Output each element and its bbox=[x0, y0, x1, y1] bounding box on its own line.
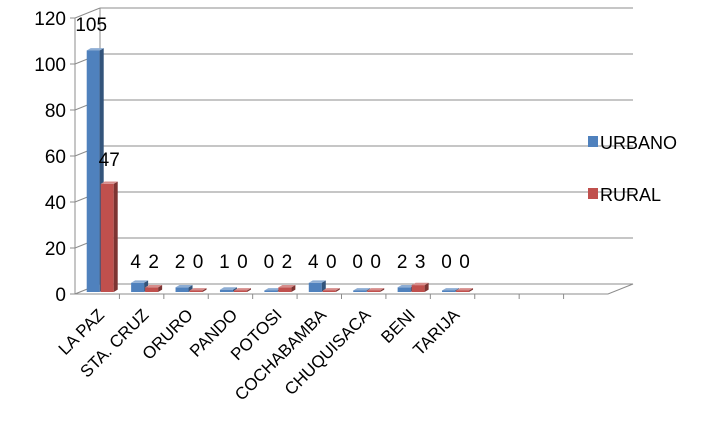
bar-side bbox=[113, 181, 118, 292]
bar-top bbox=[442, 288, 460, 291]
bar-rural bbox=[367, 288, 385, 292]
bar-top bbox=[411, 282, 429, 286]
bar-top bbox=[145, 285, 163, 288]
y-tick-label: 100 bbox=[34, 55, 66, 76]
bar-top bbox=[100, 181, 118, 184]
bar-top bbox=[175, 285, 193, 288]
bar-side bbox=[158, 285, 163, 292]
bar-front bbox=[86, 50, 100, 292]
bar-side bbox=[202, 288, 207, 292]
bar-top bbox=[264, 288, 282, 291]
y-tick-label: 120 bbox=[34, 9, 66, 30]
bar-top bbox=[353, 288, 371, 291]
legend-item-rural: RURAL bbox=[588, 185, 661, 205]
bar-rural bbox=[278, 285, 296, 292]
bar-side bbox=[188, 285, 193, 292]
data-label: 2 bbox=[397, 252, 408, 273]
data-label: 0 bbox=[264, 252, 275, 273]
bar-front bbox=[175, 287, 189, 292]
bar-front bbox=[367, 290, 381, 292]
gridline-side bbox=[74, 7, 101, 19]
bar-front bbox=[411, 285, 425, 292]
bar-rural bbox=[233, 288, 251, 292]
data-label: 0 bbox=[237, 252, 248, 273]
legend-swatch bbox=[588, 136, 598, 147]
legend: URBANO RURAL bbox=[588, 133, 677, 205]
data-label: 0 bbox=[352, 252, 363, 273]
bar-top bbox=[233, 288, 251, 291]
data-label: 2 bbox=[148, 252, 159, 273]
bar-side bbox=[335, 288, 340, 292]
y-tick-label: 20 bbox=[45, 239, 66, 260]
y-tick-label: 60 bbox=[45, 147, 66, 168]
bar-front bbox=[189, 290, 203, 292]
data-label: 0 bbox=[370, 252, 381, 273]
data-label: 0 bbox=[326, 252, 337, 273]
bar-front bbox=[308, 282, 322, 292]
bar-side bbox=[469, 288, 474, 292]
bar-front bbox=[233, 290, 247, 292]
bar-rural bbox=[189, 288, 207, 292]
bar-side bbox=[246, 288, 251, 292]
bar-front bbox=[442, 290, 456, 292]
bar-top bbox=[322, 288, 340, 291]
data-label: 0 bbox=[441, 252, 452, 273]
bar-front bbox=[353, 290, 367, 292]
data-label: 3 bbox=[415, 252, 426, 273]
data-label: 47 bbox=[99, 150, 120, 171]
x-tick-label: BENI bbox=[377, 305, 418, 346]
bar-front bbox=[264, 290, 278, 292]
bar-urbano bbox=[175, 285, 193, 292]
bar-top bbox=[131, 280, 149, 283]
y-tick-label: 0 bbox=[55, 285, 66, 306]
bar-front bbox=[100, 183, 114, 292]
data-label: 0 bbox=[193, 252, 204, 273]
y-tick-label: 40 bbox=[45, 193, 66, 214]
legend-label: URBANO bbox=[600, 133, 677, 153]
data-label: 2 bbox=[175, 252, 186, 273]
bar-rural bbox=[145, 285, 163, 292]
bars bbox=[86, 48, 474, 292]
data-label: 1 bbox=[219, 252, 230, 273]
bar-rural bbox=[322, 288, 340, 292]
bar-top bbox=[397, 285, 415, 288]
bar-side bbox=[380, 288, 385, 292]
bar-rural bbox=[411, 282, 429, 292]
bar-side bbox=[321, 280, 326, 292]
bar-top bbox=[308, 280, 326, 283]
bar-side bbox=[424, 282, 429, 292]
y-tick-label: 80 bbox=[45, 101, 66, 122]
bar-top bbox=[278, 285, 296, 288]
bar-top bbox=[189, 288, 207, 291]
bar-top bbox=[86, 48, 104, 51]
bar-front bbox=[322, 290, 336, 292]
legend-swatch bbox=[588, 188, 598, 199]
bar-top bbox=[367, 288, 385, 291]
bar-rural bbox=[456, 288, 474, 292]
bar-top bbox=[219, 287, 237, 290]
bar-front bbox=[397, 287, 411, 292]
bar-front bbox=[145, 287, 159, 292]
data-label: 4 bbox=[130, 252, 141, 273]
data-label: 105 bbox=[75, 15, 107, 36]
legend-label: RURAL bbox=[600, 185, 661, 205]
bar-rural bbox=[100, 181, 118, 292]
bar-front bbox=[131, 282, 145, 292]
legend-item-urbano: URBANO bbox=[588, 133, 677, 153]
data-label: 4 bbox=[308, 252, 319, 273]
x-tick-label: TARIJA bbox=[409, 305, 463, 359]
bar-side bbox=[291, 285, 296, 292]
data-label: 2 bbox=[282, 252, 293, 273]
y-axis: 0 20 40 60 80 100 120 bbox=[34, 9, 76, 306]
bar-top bbox=[456, 288, 474, 291]
data-label: 0 bbox=[459, 252, 470, 273]
bar-front bbox=[219, 289, 233, 292]
bar-front bbox=[278, 287, 292, 292]
bar-front bbox=[456, 290, 470, 292]
bar-urbano bbox=[308, 280, 326, 292]
